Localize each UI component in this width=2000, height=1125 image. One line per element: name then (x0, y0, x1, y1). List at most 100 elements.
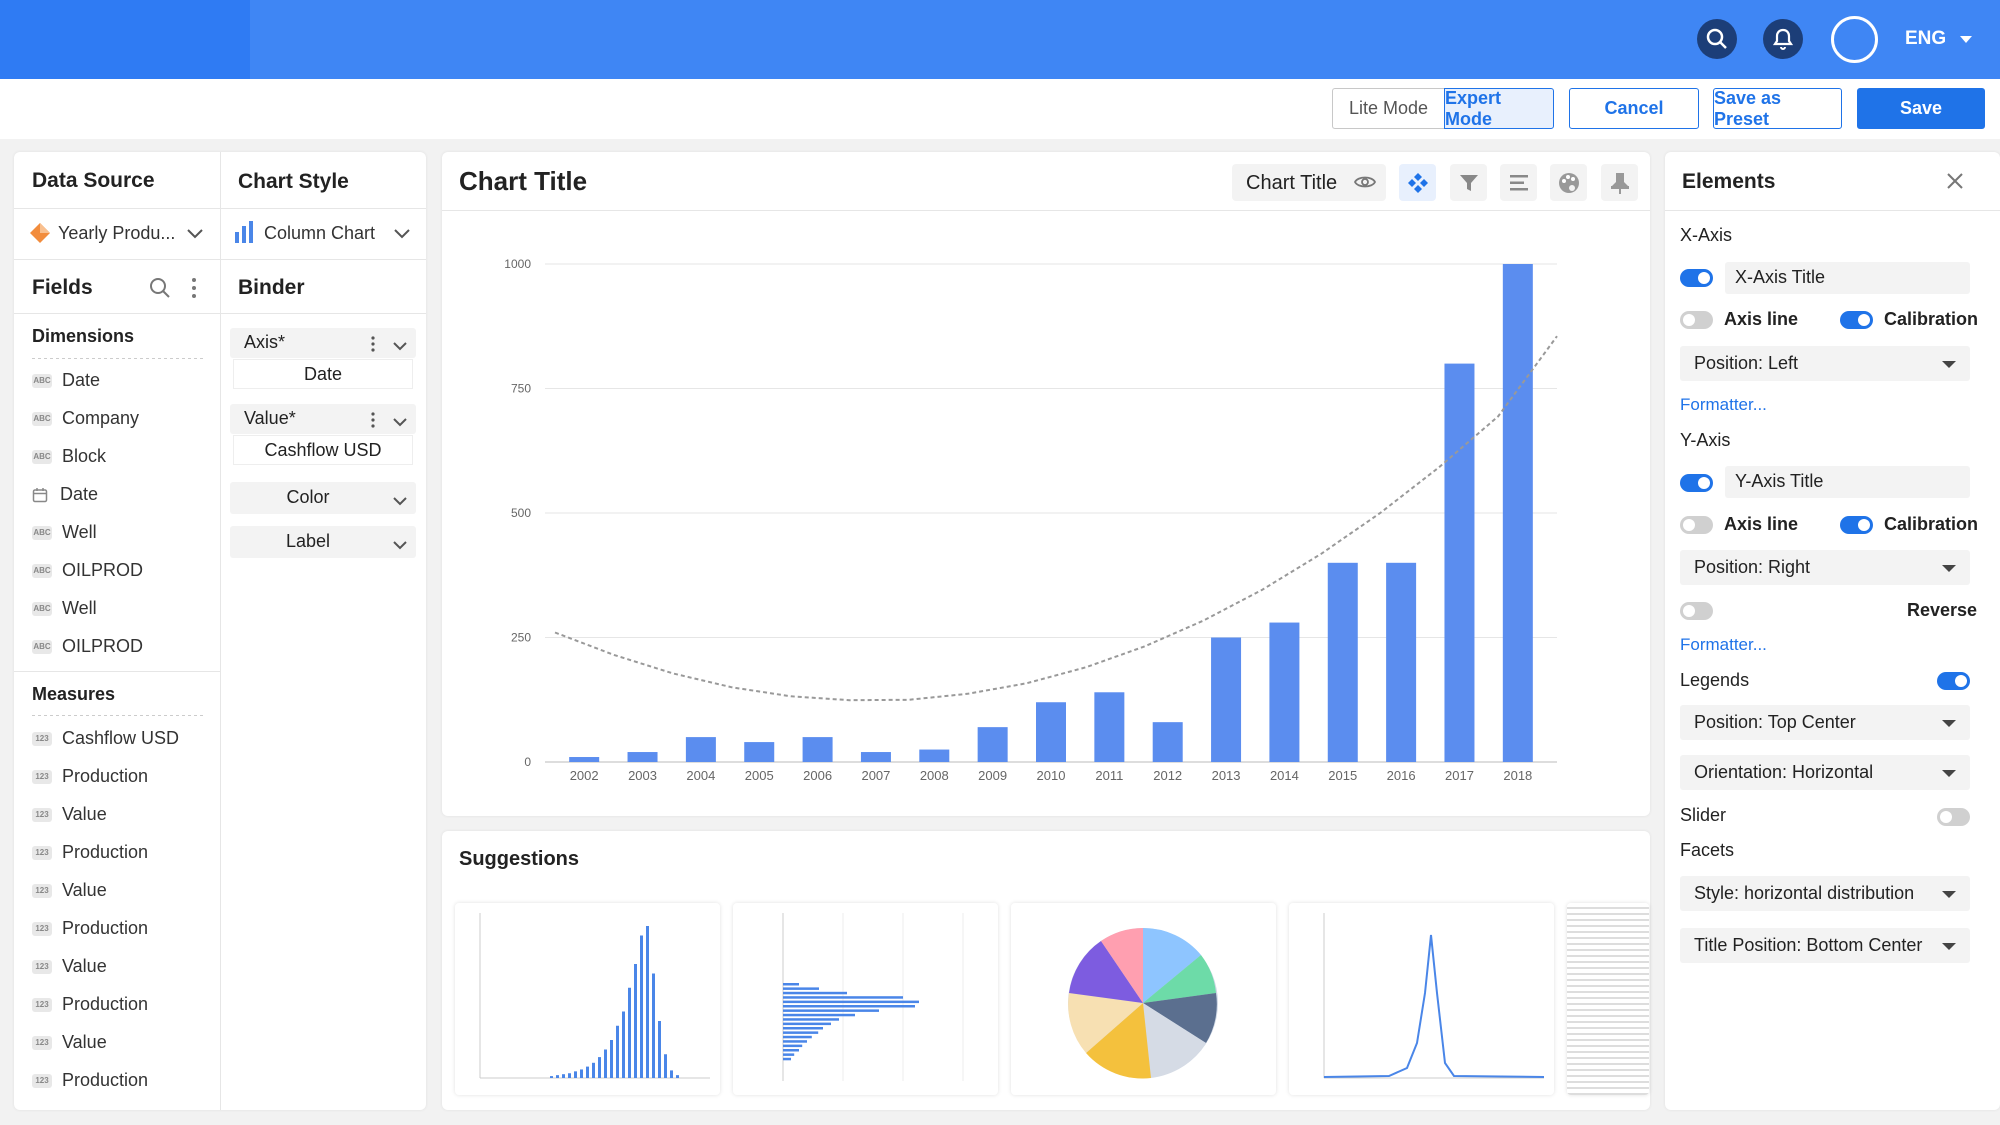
y-calibration-label: Calibration (1884, 514, 1979, 534)
field-label: Well (62, 598, 97, 618)
color-binder[interactable]: Color (230, 482, 416, 514)
field-item[interactable]: 123 Value (32, 956, 107, 977)
expert-mode-button[interactable]: Expert Mode (1444, 88, 1554, 129)
legend-position-select[interactable]: Position: Top Center (1680, 705, 1970, 740)
field-item[interactable]: ABC Company (32, 408, 139, 429)
search-icon[interactable] (148, 276, 172, 305)
text-type-icon: ABC (32, 639, 52, 654)
y-axis-title-field[interactable]: Y-Axis Title (1725, 466, 1970, 498)
axis-binder-header[interactable]: Axis* (230, 328, 416, 358)
bell-icon[interactable] (1763, 19, 1803, 59)
search-icon[interactable] (1697, 19, 1737, 59)
suggestion-text-cloud[interactable] (1567, 903, 1649, 1095)
suggestion-histogram[interactable] (455, 903, 720, 1095)
x-tick-label: 2003 (628, 768, 657, 783)
x-axis-line-label: Axis line (1724, 309, 1799, 329)
avatar[interactable] (1831, 16, 1878, 63)
field-item[interactable]: 123 Production (32, 994, 148, 1015)
field-item[interactable]: 123 Production (32, 918, 148, 939)
bar (627, 752, 658, 762)
number-type-icon: 123 (32, 1073, 52, 1088)
x-tick-label: 2012 (1153, 768, 1182, 783)
field-label: Company (62, 408, 140, 428)
value-binder-value[interactable]: Cashflow USD (233, 435, 413, 465)
slider-toggle[interactable] (1937, 808, 1970, 826)
orientation-value: Orientation: Horizontal (1694, 762, 1874, 782)
pin-icon[interactable] (1601, 164, 1638, 201)
field-item[interactable]: ABC Date (32, 370, 100, 391)
field-item[interactable]: ABC OILPROD (32, 560, 143, 581)
x-position-select[interactable]: Position: Left (1680, 346, 1970, 381)
more-options-icon[interactable] (370, 411, 376, 434)
save-as-preset-button[interactable]: Save as Preset (1713, 88, 1842, 129)
x-axis-title-toggle[interactable] (1680, 269, 1713, 287)
thumbnail-bar (783, 1013, 855, 1017)
layout-icon[interactable] (1399, 164, 1436, 201)
thumbnail-bar (622, 1011, 625, 1078)
chevron-down-icon[interactable] (1960, 36, 1972, 43)
more-options-icon[interactable] (190, 276, 198, 305)
title-position-select[interactable]: Title Position: Bottom Center (1680, 928, 1970, 963)
y-calibration-toggle[interactable] (1840, 516, 1873, 534)
cancel-button[interactable]: Cancel (1569, 88, 1699, 129)
field-item[interactable]: ABC Well (32, 522, 97, 543)
label-binder[interactable]: Label (230, 526, 416, 558)
more-options-icon[interactable] (370, 335, 376, 358)
field-item[interactable]: ABC OILPROD (32, 636, 143, 657)
x-formatter-link[interactable]: Formatter... (1680, 395, 1767, 414)
orientation-select[interactable]: Orientation: Horizontal (1680, 755, 1970, 790)
field-item[interactable]: 123 Production (32, 842, 148, 863)
chevron-down-icon[interactable] (186, 227, 204, 245)
close-icon[interactable] (1946, 172, 1964, 195)
legends-toggle[interactable] (1937, 672, 1970, 690)
suggestion-pie[interactable] (1011, 903, 1276, 1095)
bar (1502, 264, 1533, 762)
binder-title: Binder (238, 276, 305, 299)
thumbnail-bar (586, 1066, 589, 1078)
x-calibration-toggle[interactable] (1840, 311, 1873, 329)
chevron-down-icon[interactable] (392, 537, 408, 555)
field-item[interactable]: Date (32, 484, 98, 505)
align-icon[interactable] (1500, 164, 1537, 201)
thumbnail-bar (783, 1005, 915, 1008)
chevron-down-icon[interactable] (392, 414, 408, 432)
brand-area (0, 0, 250, 79)
chevron-down-icon[interactable] (392, 493, 408, 511)
suggestion-line[interactable] (1289, 903, 1554, 1095)
suggestion-horizontal-bar[interactable] (733, 903, 998, 1095)
facet-style-select[interactable]: Style: horizontal distribution (1680, 876, 1970, 911)
field-item[interactable]: 123 Cashflow USD (32, 728, 179, 749)
data-source-select[interactable]: Yearly Produ... (58, 223, 176, 243)
chart-type-select[interactable]: Column Chart (264, 223, 376, 243)
field-item[interactable]: ABC Well (32, 598, 97, 619)
reverse-toggle[interactable] (1680, 602, 1713, 620)
field-item[interactable]: 123 Production (32, 1070, 148, 1091)
field-item[interactable]: 123 Value (32, 880, 107, 901)
title-visibility-chip[interactable]: Chart Title (1232, 164, 1386, 201)
field-item[interactable]: 123 Value (32, 804, 107, 825)
language-selector[interactable]: ENG (1905, 28, 1947, 49)
chevron-down-icon[interactable] (392, 338, 408, 356)
field-item[interactable]: 123 Production (32, 766, 148, 787)
lite-mode-button[interactable]: Lite Mode (1332, 88, 1444, 129)
number-type-icon: 123 (32, 731, 52, 746)
chevron-down-icon (1942, 769, 1956, 777)
x-calibration-label: Calibration (1884, 309, 1979, 329)
filter-icon[interactable] (1450, 164, 1487, 201)
axis-binder-value[interactable]: Date (233, 359, 413, 389)
chevron-down-icon[interactable] (393, 227, 411, 245)
value-binder-header[interactable]: Value* (230, 404, 416, 434)
palette-icon[interactable] (1550, 164, 1587, 201)
eye-icon[interactable] (1353, 174, 1377, 195)
x-axis-title-field[interactable]: X-Axis Title (1725, 262, 1970, 294)
field-item[interactable]: 123 Value (32, 1032, 107, 1053)
y-position-select[interactable]: Position: Right (1680, 550, 1970, 585)
x-axis-line-toggle[interactable] (1680, 311, 1713, 329)
save-button[interactable]: Save (1857, 88, 1985, 129)
y-tick-label: 500 (511, 506, 531, 520)
field-item[interactable]: ABC Block (32, 446, 106, 467)
y-axis-line-toggle[interactable] (1680, 516, 1713, 534)
y-formatter-link[interactable]: Formatter... (1680, 635, 1767, 654)
text-type-icon: ABC (32, 449, 52, 464)
y-axis-title-toggle[interactable] (1680, 474, 1713, 492)
